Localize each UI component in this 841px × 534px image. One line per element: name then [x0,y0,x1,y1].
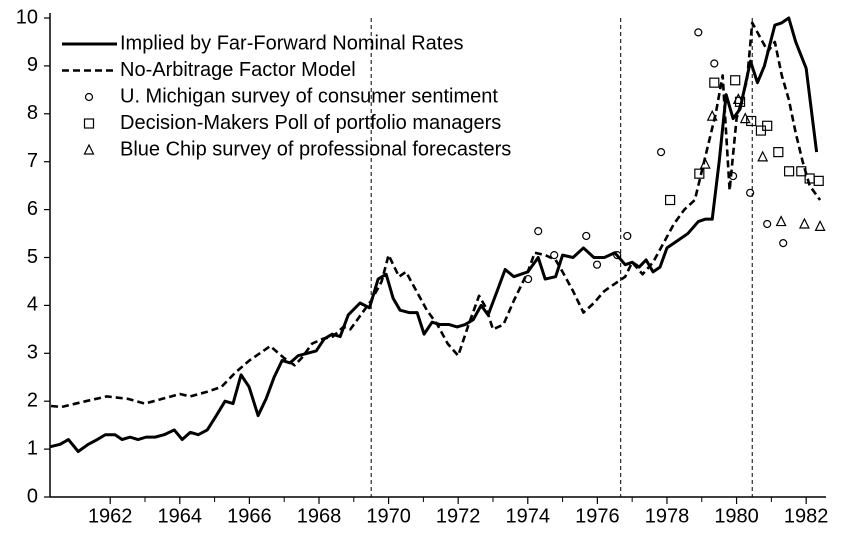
point [746,115,757,127]
point [613,251,622,260]
legend-label: Blue Chip survey of professional forecas… [120,138,511,160]
point [699,157,711,169]
y-tick-label: 10 [16,6,38,28]
y-tick-label: 5 [27,246,38,268]
point [739,112,751,124]
x-tick-label: 1980 [714,505,759,527]
point [784,166,795,177]
y-tick-label: 1 [27,437,38,459]
series-line [49,16,819,453]
point [524,274,533,284]
point [728,171,738,181]
y-tick-label: 3 [27,342,38,364]
y-tick-label: 7 [27,150,38,172]
point [775,215,787,227]
legend-swatch [84,92,94,102]
point [730,75,741,86]
point [710,59,719,68]
series-line [50,21,822,409]
x-tick-label: 1978 [645,505,690,527]
x-tick-label: 1970 [366,505,411,527]
x-tick-label: 1962 [88,505,133,527]
point [814,220,826,231]
legend-swatch [83,143,95,155]
point [798,217,810,229]
x-tick-label: 1968 [297,505,342,527]
x-tick-label: 1966 [227,505,272,527]
y-tick-label: 0 [27,485,38,507]
point [779,239,788,248]
x-tick-label: 1982 [784,505,829,527]
y-tick-label: 9 [27,54,38,76]
legend-label: Implied by Far-Forward Nominal Rates [120,32,463,54]
x-tick-label: 1972 [436,505,481,527]
y-tick-label: 2 [27,389,38,411]
point [694,28,703,37]
y-tick-label: 6 [27,198,38,220]
point [813,175,824,186]
x-tick-label: 1974 [506,505,551,527]
y-tick-label: 8 [27,102,38,124]
point [592,260,602,269]
legend-label: U. Michigan survey of consumer sentiment [120,85,498,107]
point [732,93,744,105]
y-tick-label: 4 [27,294,38,316]
legend-label: No-Arbitrage Factor Model [120,59,356,81]
point [656,148,666,157]
point [550,251,559,260]
x-tick-label: 1964 [158,505,203,527]
point [694,168,705,179]
point [623,231,632,241]
point [762,120,773,131]
legend-swatch [83,118,95,129]
legend-label: Decision-Makers Poll of portfolio manage… [120,112,501,134]
point [773,147,784,158]
point [746,188,755,197]
x-tick-label: 1976 [575,505,620,527]
point [706,109,718,121]
point [709,77,720,88]
point [665,194,676,206]
point [582,231,591,241]
point [763,219,772,229]
point [534,227,543,236]
point [796,166,807,177]
point [757,150,769,162]
